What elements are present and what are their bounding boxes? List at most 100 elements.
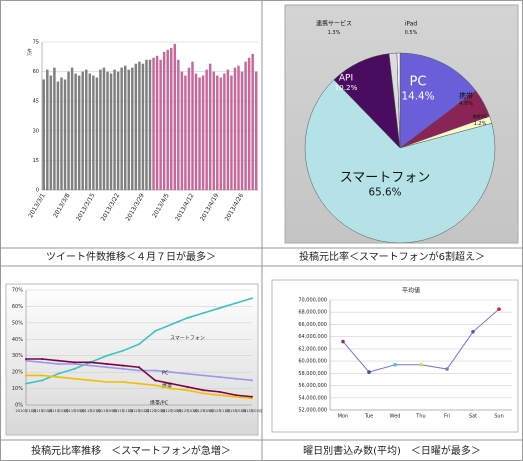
marker — [251, 379, 253, 382]
bar — [230, 75, 233, 190]
y-tick-label: 45 — [33, 99, 39, 105]
bar — [208, 63, 212, 190]
bar — [46, 69, 49, 190]
marker — [170, 371, 173, 374]
y-tick-label: 60% — [12, 304, 23, 310]
bar — [240, 71, 244, 190]
x-tick-label: Mon — [338, 414, 349, 420]
bar — [134, 63, 138, 190]
bar — [60, 77, 63, 190]
x-tick-label: 2011年01月 — [32, 408, 53, 413]
marker — [234, 302, 237, 305]
marker — [154, 369, 157, 372]
bar — [198, 77, 201, 190]
bar — [148, 59, 152, 191]
y-tick-label: 0 — [36, 188, 39, 194]
bar — [216, 75, 219, 190]
marker — [154, 379, 157, 382]
bar — [155, 55, 159, 191]
marker — [170, 387, 173, 390]
bar — [187, 67, 191, 190]
series-label: 携帯/PC — [150, 400, 169, 407]
marker — [186, 389, 189, 392]
x-tick-label: 2013/3/8 — [52, 192, 72, 219]
slice-value: 65.6% — [368, 186, 401, 198]
x-tick-label: 2012年07月 — [177, 408, 198, 413]
marker — [445, 367, 449, 371]
marker — [105, 366, 108, 369]
marker — [251, 397, 253, 400]
bar — [123, 65, 127, 190]
x-tick-label: 2010年11月 — [16, 408, 37, 413]
x-tick-label: 2012年11月 — [209, 408, 230, 413]
marker — [105, 381, 108, 383]
pie-slice — [304, 79, 496, 244]
marker — [202, 374, 205, 377]
bar — [254, 71, 258, 190]
bar — [194, 73, 198, 190]
x-tick-label: 2013/4/26 — [224, 192, 246, 222]
bar — [88, 73, 92, 190]
x-tick-label: Sun — [494, 414, 504, 420]
bar — [49, 75, 53, 190]
slice-label: 携帯/PC — [473, 113, 488, 119]
marker — [25, 374, 27, 377]
bar — [70, 67, 74, 190]
bar — [109, 73, 113, 190]
bar — [120, 67, 123, 190]
series-label: 携帯 — [162, 383, 172, 390]
bar — [233, 67, 237, 190]
y-tick-label: 20% — [12, 370, 23, 376]
bar — [201, 75, 205, 190]
marker — [218, 376, 221, 379]
marker — [41, 358, 44, 360]
slice-value: 4.8% — [459, 101, 473, 107]
bar — [219, 77, 223, 190]
bar — [77, 75, 81, 190]
marker — [41, 374, 44, 377]
slice-label: 携帯 — [459, 91, 473, 100]
bar — [81, 71, 84, 190]
marker — [234, 394, 237, 397]
bar — [191, 61, 194, 190]
bar — [244, 61, 247, 190]
y-tick-label: 58,000,000 — [298, 371, 327, 377]
marker — [73, 377, 76, 380]
x-tick-label: 2012年03月 — [145, 408, 166, 413]
slice-label: PC — [410, 75, 427, 90]
x-tick-label: 2012年01月 — [129, 408, 150, 413]
chart-title: 平均値 — [402, 287, 420, 295]
bar — [106, 71, 109, 190]
caption: 投稿元比率＜スマートフォンが6割超え＞ — [299, 250, 485, 263]
marker — [41, 379, 44, 382]
marker — [234, 377, 237, 380]
bar — [184, 75, 187, 190]
marker — [57, 376, 60, 379]
bar — [131, 67, 134, 190]
y-tick-label: 10% — [12, 386, 23, 392]
bar — [74, 73, 77, 190]
marker — [170, 382, 173, 385]
y-tick-label: 64,000,000 — [298, 334, 327, 340]
caption: 曜日別書込み数(平均) ＜日曜が最多＞ — [303, 444, 481, 457]
y-tick-label: 62,000,000 — [298, 346, 327, 352]
x-tick-label: 2013年03月 — [242, 408, 263, 413]
marker — [202, 392, 205, 395]
marker — [121, 367, 124, 370]
marker — [73, 361, 76, 364]
y-tick-label: 0% — [15, 403, 23, 409]
bar — [223, 73, 226, 190]
pie-slice — [396, 52, 401, 149]
bar — [141, 63, 145, 190]
bar — [247, 57, 251, 190]
marker — [497, 307, 501, 311]
caption: ツイート件数推移＜４月７日が最多＞ — [46, 250, 216, 263]
marker — [41, 361, 44, 364]
y-tick-label: 52,000,000 — [298, 408, 327, 414]
x-tick-label: 2013/4/12 — [174, 192, 196, 222]
y-tick-label: 75 — [33, 40, 39, 46]
bar — [180, 71, 184, 190]
marker — [202, 389, 205, 392]
slice-label: スマートフォン — [340, 171, 431, 186]
y-axis-label: 万件 — [26, 48, 32, 56]
